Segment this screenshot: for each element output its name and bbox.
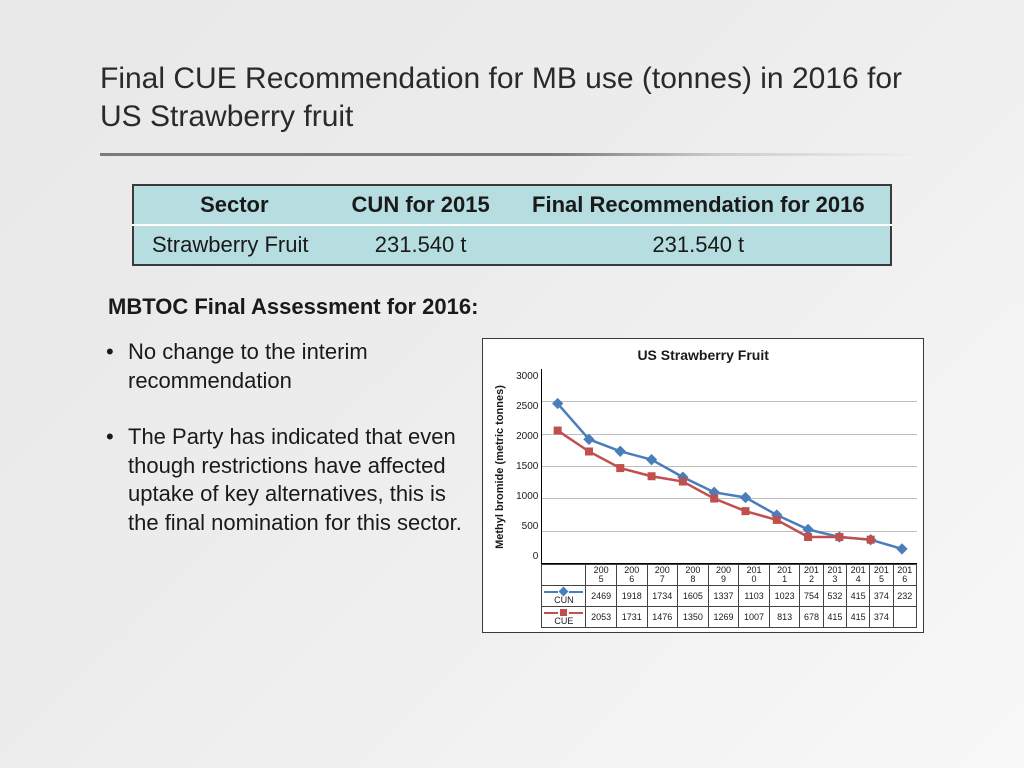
marker <box>646 454 657 465</box>
page-title: Final CUE Recommendation for MB use (ton… <box>100 60 924 135</box>
legend-value: 232 <box>893 586 916 607</box>
legend-value: 2469 <box>586 586 617 607</box>
legend-series-cue: CUE <box>542 607 586 628</box>
chart-body: Methyl bromide (metric tonnes) 3000 2500 2… <box>489 369 917 564</box>
legend-value: 1734 <box>647 586 678 607</box>
y-tick: 2000 <box>511 431 538 442</box>
legend-value: 1605 <box>678 586 709 607</box>
table-cell: 231.540 t <box>507 225 891 265</box>
legend-year: 2015 <box>870 565 893 586</box>
content-row: No change to the interim recommendation T… <box>100 338 924 633</box>
y-tick: 1000 <box>511 491 538 502</box>
marker <box>742 507 750 515</box>
legend-value: 1918 <box>616 586 647 607</box>
legend-value: 1103 <box>739 586 770 607</box>
y-tick: 0 <box>511 551 538 562</box>
y-tick: 2500 <box>511 401 538 412</box>
legend-value: 415 <box>823 607 846 628</box>
legend-value: 1476 <box>647 607 678 628</box>
table-cell: Strawberry Fruit <box>133 225 335 265</box>
table-header-cell: Sector <box>133 185 335 225</box>
legend-value: 1731 <box>616 607 647 628</box>
legend-year: 2009 <box>708 565 739 586</box>
marker <box>773 516 781 524</box>
subheader: MBTOC Final Assessment for 2016: <box>108 294 924 320</box>
chart-container: US Strawberry Fruit Methyl bromide (metr… <box>482 338 924 633</box>
marker <box>617 464 625 472</box>
slide: Final CUE Recommendation for MB use (ton… <box>0 0 1024 673</box>
legend-value: 1007 <box>739 607 770 628</box>
legend-year: 2010 <box>739 565 770 586</box>
bullet-item: No change to the interim recommendation <box>100 338 464 395</box>
y-axis-label: Methyl bromide (metric tonnes) <box>489 369 511 564</box>
chart-svg <box>542 369 917 563</box>
marker <box>867 536 875 544</box>
bullet-list: No change to the interim recommendation T… <box>100 338 464 566</box>
legend-year: 2013 <box>823 565 846 586</box>
marker <box>554 427 562 435</box>
y-axis-ticks: 3000 2500 2000 1500 1000 500 0 <box>511 369 541 564</box>
marker <box>679 478 687 486</box>
legend-year: 2008 <box>678 565 709 586</box>
divider <box>100 153 924 156</box>
legend-year: 2007 <box>647 565 678 586</box>
legend-value: 374 <box>870 586 893 607</box>
legend-year: 2016 <box>893 565 916 586</box>
summary-table: SectorCUN for 2015Final Recommendation f… <box>132 184 892 266</box>
table-cell: 231.540 t <box>335 225 507 265</box>
marker <box>804 533 812 541</box>
legend-year: 2011 <box>769 565 800 586</box>
marker <box>648 472 656 480</box>
legend-value: 532 <box>823 586 846 607</box>
y-tick: 3000 <box>511 371 538 382</box>
marker <box>897 543 908 554</box>
marker <box>585 447 593 455</box>
legend-year: 2012 <box>800 565 823 586</box>
chart-title: US Strawberry Fruit <box>489 347 917 363</box>
series-line-cue <box>558 431 871 540</box>
legend-value: 415 <box>847 586 870 607</box>
bullet-item: The Party has indicated that even though… <box>100 423 464 537</box>
legend-data-table: 2005200620072008200920102011201220132014… <box>541 564 917 628</box>
plot-area <box>541 369 917 564</box>
marker <box>711 495 719 503</box>
y-tick: 500 <box>511 521 538 532</box>
legend-value: 374 <box>870 607 893 628</box>
legend-value <box>893 607 916 628</box>
legend-value: 678 <box>800 607 823 628</box>
marker <box>836 533 844 541</box>
legend-blank <box>542 565 586 586</box>
legend-value: 1023 <box>769 586 800 607</box>
legend-value: 1350 <box>678 607 709 628</box>
legend-value: 415 <box>847 607 870 628</box>
legend-value: 813 <box>769 607 800 628</box>
legend-year: 2014 <box>847 565 870 586</box>
series-line-cun <box>558 404 902 549</box>
table-header-cell: Final Recommendation for 2016 <box>507 185 891 225</box>
marker <box>615 446 626 457</box>
legend-value: 1337 <box>708 586 739 607</box>
legend-series-cun: CUN <box>542 586 586 607</box>
legend-year: 2006 <box>616 565 647 586</box>
legend-value: 2053 <box>586 607 617 628</box>
legend-value: 1269 <box>708 607 739 628</box>
legend-year: 2005 <box>586 565 617 586</box>
legend-value: 754 <box>800 586 823 607</box>
table-header-cell: CUN for 2015 <box>335 185 507 225</box>
marker <box>740 492 751 503</box>
y-tick: 1500 <box>511 461 538 472</box>
